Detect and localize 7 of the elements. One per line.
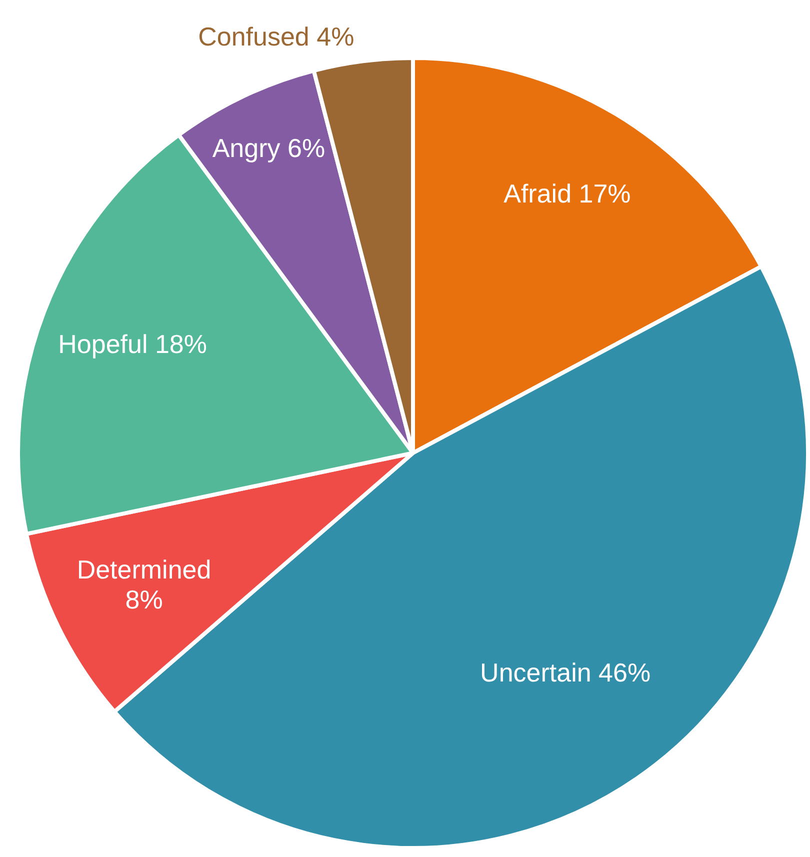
slice-label: Afraid 17% <box>504 178 631 209</box>
data-label: 8% <box>125 584 163 614</box>
slice-label: Uncertain 46% <box>480 657 651 688</box>
slice-label: Determined <box>76 554 212 584</box>
slice-label: Angry 6% <box>212 133 326 164</box>
slice-label: Confused 4% <box>198 21 354 52</box>
slice-label: Hopeful 18% <box>58 329 208 360</box>
